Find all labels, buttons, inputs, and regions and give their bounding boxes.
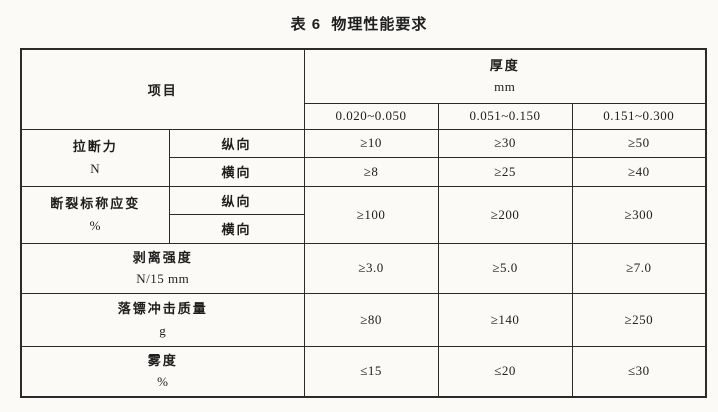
haze-value-0: ≤15 [303,345,439,398]
physical-properties-table: 项目 厚度 mm 0.020~0.050 0.051~0.150 0.151~0… [20,48,708,398]
header-item-cell: 项目 [20,48,305,130]
row-dart-impact: 落镖冲击质量 g ≥80 ≥140 ≥250 [20,292,707,347]
haze-value-2: ≤30 [571,345,707,398]
row-peel-strength: 剥离强度 N/15 mm ≥3.0 ≥5.0 ≥7.0 [20,242,707,294]
peel-strength-value-0: ≥3.0 [303,242,439,294]
dart-impact-value-1: ≥140 [437,292,573,347]
thickness-range-2: 0.151~0.300 [571,102,707,130]
tensile-transverse-label: 横向 [168,156,305,187]
strain-unit: % [89,217,101,233]
peel-strength-label-cell: 剥离强度 N/15 mm [20,242,305,294]
strain-value-2: ≥300 [571,185,707,244]
header-thickness-cell: 厚度 mm [303,48,707,104]
peel-strength-name: 剥离强度 [132,249,193,265]
row-tensile-transverse: 横向 ≥8 ≥25 ≥40 [21,156,707,187]
header-item-label: 项目 [147,82,178,98]
header-thickness-label: 厚度 [489,57,520,73]
dart-impact-value-2: ≥250 [571,292,707,347]
strain-longitudinal-label: 纵向 [168,185,305,215]
strain-transverse-label: 横向 [168,213,305,244]
tensile-longitudinal-value-0: ≥10 [303,128,439,158]
tensile-transverse-value-1: ≥25 [437,156,573,187]
thickness-range-1: 0.051~0.150 [437,102,573,130]
dart-impact-label-cell: 落镖冲击质量 g [20,292,305,347]
haze-unit: % [157,374,169,390]
tensile-force-name: 拉断力 [72,139,118,155]
tensile-transverse-value-2: ≥40 [571,156,707,187]
peel-strength-value-1: ≥5.0 [437,242,573,294]
tensile-force-unit: N [90,160,101,176]
row-tensile-longitudinal: 拉断力 N 纵向 ≥10 ≥30 ≥50 [20,128,707,187]
table-caption: 表 6 物理性能要求 [290,16,428,33]
tensile-transverse-value-0: ≥8 [303,156,439,187]
haze-label-cell: 雾度 % [20,345,305,398]
peel-strength-value-2: ≥7.0 [571,242,707,294]
thickness-range-0: 0.020~0.050 [303,102,439,130]
haze-value-1: ≤20 [437,345,573,398]
tensile-force-label-cell: 拉断力 N [20,128,170,187]
header-row-1: 项目 厚度 mm [20,48,707,130]
haze-name: 雾度 [147,352,178,368]
peel-strength-unit: N/15 mm [136,271,190,286]
tensile-longitudinal-label: 纵向 [168,128,305,158]
dart-impact-value-0: ≥80 [303,292,439,347]
dart-impact-unit: g [159,322,167,338]
strain-value-0: ≥100 [303,185,439,244]
row-strain-longitudinal: 断裂标称应变 % 纵向 ≥100 ≥200 ≥300 [20,185,707,244]
row-strain-transverse: 横向 [21,213,706,244]
tensile-longitudinal-value-1: ≥30 [437,128,573,158]
header-row-2: 0.020~0.050 0.051~0.150 0.151~0.300 [21,102,707,130]
strain-name: 断裂标称应变 [50,196,141,212]
strain-value-1: ≥200 [437,185,573,244]
header-thickness-unit: mm [494,79,516,95]
tensile-longitudinal-value-2: ≥50 [571,128,707,158]
row-haze: 雾度 % ≤15 ≤20 ≤30 [20,345,707,398]
strain-label-cell: 断裂标称应变 % [20,185,170,244]
dart-impact-name: 落镖冲击质量 [117,301,208,317]
